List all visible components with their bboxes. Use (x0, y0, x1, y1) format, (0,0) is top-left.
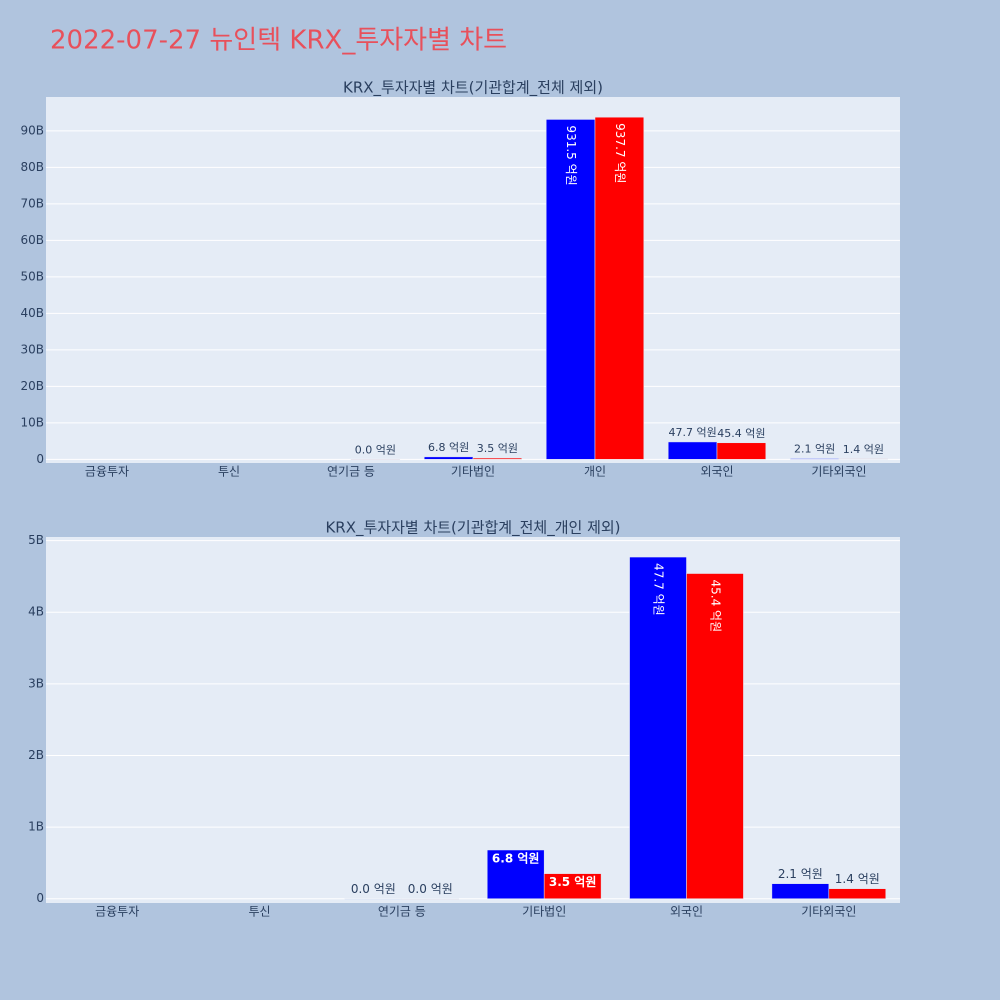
y-tick-label: 1B (28, 820, 44, 834)
bar (401, 898, 460, 900)
x-tick-label: 투신 (218, 465, 240, 479)
value-label: 1.4 억원 (843, 443, 884, 456)
value-label: 3.5 억원 (477, 442, 518, 455)
y-tick-label: 0 (36, 452, 44, 466)
bar (629, 556, 687, 899)
value-label: 6.8 억원 (428, 441, 469, 454)
value-label: 45.4 억원 (708, 580, 722, 633)
bar (667, 441, 718, 460)
value-label: 2.1 억원 (794, 443, 835, 456)
x-tick-label: 개인 (584, 465, 606, 479)
y-tick-label: 30B (20, 342, 44, 356)
bar (486, 849, 545, 899)
x-tick-label: 외국인 (700, 465, 733, 479)
bar (594, 116, 645, 460)
x-tick-label: 기타법인 (451, 465, 495, 479)
y-tick-label: 70B (20, 196, 44, 210)
bar (472, 457, 523, 460)
value-label: 45.4 억원 (717, 427, 765, 440)
bar (828, 888, 887, 899)
x-tick-label: 금융투자 (95, 905, 139, 919)
x-tick-label: 기타법인 (522, 905, 566, 919)
bar (344, 898, 403, 900)
x-tick-label: 외국인 (670, 905, 703, 919)
value-label: 47.7 억원 (668, 426, 716, 439)
bar (716, 442, 767, 460)
value-label: 931.5 억원 (564, 125, 578, 185)
chart-title: KRX_투자자별 차트(기관합계_전체 제외) (343, 79, 603, 98)
x-tick-label: 금융투자 (85, 465, 129, 479)
bar (789, 458, 840, 460)
plot-area (46, 97, 900, 463)
y-tick-label: 90B (20, 123, 44, 137)
bar (771, 883, 830, 899)
bar (423, 456, 474, 460)
y-tick-label: 20B (20, 379, 44, 393)
y-tick-label: 80B (20, 160, 44, 174)
plot-area (46, 537, 900, 903)
chart-title: KRX_투자자별 차트(기관합계_전체_개인 제외) (325, 519, 620, 538)
y-tick-label: 10B (20, 415, 44, 429)
bar (686, 573, 744, 899)
value-label: 0.0 억원 (408, 882, 453, 896)
y-tick-label: 3B (28, 676, 44, 690)
value-label: 2.1 억원 (778, 867, 823, 881)
value-label: 47.7 억원 (652, 563, 666, 616)
y-tick-label: 40B (20, 306, 44, 320)
y-tick-label: 0 (36, 891, 44, 905)
page-title: 2022-07-27 뉴인텍 KRX_투자자별 차트 (50, 26, 507, 56)
y-tick-label: 5B (28, 533, 44, 547)
y-tick-label: 2B (28, 748, 44, 762)
x-tick-label: 기타외국인 (811, 465, 866, 479)
x-tick-label: 투신 (248, 905, 270, 919)
value-label: 0.0 억원 (355, 443, 396, 456)
x-tick-label: 연기금 등 (327, 465, 375, 479)
x-tick-label: 기타외국인 (801, 905, 856, 919)
x-tick-label: 연기금 등 (378, 905, 426, 919)
bar (545, 119, 596, 460)
bar (543, 873, 602, 899)
value-label: 0.0 억원 (351, 882, 396, 896)
y-tick-label: 4B (28, 605, 44, 619)
bar (350, 459, 401, 461)
value-label: 1.4 억원 (835, 872, 880, 886)
bar (838, 458, 889, 460)
y-tick-label: 50B (20, 269, 44, 283)
value-label: 937.7 억원 (613, 123, 627, 183)
y-tick-label: 60B (20, 233, 44, 247)
value-label: 3.5 억원 (549, 875, 597, 889)
value-label: 6.8 억원 (492, 851, 540, 865)
